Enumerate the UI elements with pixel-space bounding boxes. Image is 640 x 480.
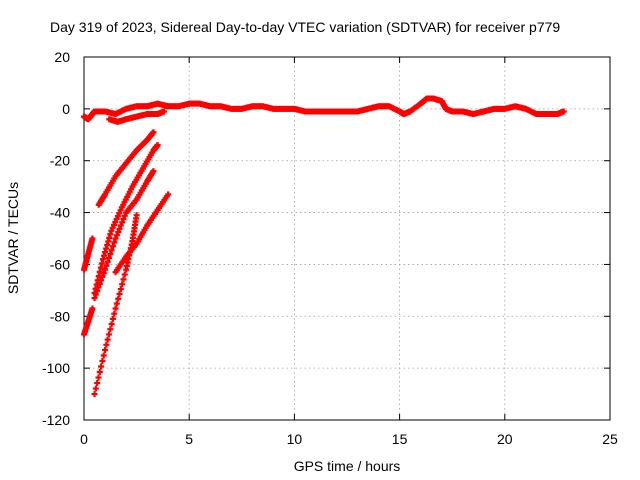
- data-point-marker: [108, 321, 115, 328]
- data-point-marker: [91, 391, 98, 398]
- data-point-marker: [103, 341, 110, 348]
- y-tick-label: -40: [50, 205, 70, 221]
- series-secondary-trace: [106, 108, 167, 125]
- x-tick-label: 25: [602, 431, 618, 447]
- chart-title: Day 319 of 2023, Sidereal Day-to-day VTE…: [50, 19, 560, 35]
- x-tick-label: 15: [392, 431, 408, 447]
- data-point-marker: [96, 280, 103, 287]
- data-point-marker: [108, 247, 115, 254]
- data-point-marker: [105, 331, 112, 338]
- data-point-marker: [121, 271, 128, 278]
- data-point-marker: [107, 326, 114, 333]
- data-point-marker: [102, 266, 109, 273]
- data-point-marker: [116, 290, 123, 297]
- data-point-marker: [119, 219, 126, 226]
- y-tick-label: -20: [50, 153, 70, 169]
- data-point-marker: [92, 291, 99, 298]
- data-point-marker: [100, 352, 107, 359]
- series-arc-e: [91, 212, 140, 398]
- data-point-marker: [109, 315, 116, 322]
- grid: [84, 57, 610, 420]
- data-point-marker: [150, 168, 157, 175]
- data-point-marker: [115, 295, 122, 302]
- series-arc-b: [91, 142, 161, 296]
- data-point-marker: [111, 310, 118, 317]
- data-point-marker: [133, 212, 140, 219]
- data-point-marker: [117, 286, 124, 293]
- y-tick-label: -60: [50, 256, 70, 272]
- data-point-marker: [113, 300, 120, 307]
- data-point-marker: [115, 229, 122, 236]
- data-point-marker: [100, 270, 107, 277]
- data-point-marker: [119, 281, 126, 288]
- data-point-marker: [98, 363, 105, 370]
- y-tick-label: -100: [42, 360, 70, 376]
- data-point-marker: [154, 142, 161, 149]
- series-arc-c: [91, 168, 157, 302]
- data-point-marker: [95, 284, 102, 291]
- plot-frame: [83, 56, 611, 421]
- data-point-marker: [94, 288, 101, 295]
- data-point-marker: [117, 222, 124, 229]
- data-point-marker: [160, 108, 167, 115]
- data-point-marker: [150, 129, 157, 136]
- data-point-marker: [111, 239, 118, 246]
- data-point-marker: [165, 191, 172, 198]
- data-point-marker: [92, 385, 99, 392]
- axis-ticks: 0 5 10 15 20 25 -120 -100 -80 -60 -40 -20 0 20: [42, 49, 618, 447]
- data-point-marker: [96, 369, 103, 376]
- x-tick-label: 0: [80, 431, 88, 447]
- data-point-marker: [94, 380, 101, 387]
- data-point-marker: [89, 305, 96, 312]
- data-point-marker: [109, 243, 116, 250]
- data-point-marker: [89, 235, 96, 242]
- data-point-marker: [120, 216, 127, 223]
- data-series: [81, 95, 567, 398]
- y-tick-label: 20: [54, 49, 70, 65]
- y-tick-label: -80: [50, 308, 70, 324]
- data-point-marker: [99, 273, 106, 280]
- y-tick-label: 0: [62, 101, 70, 117]
- data-point-marker: [102, 346, 109, 353]
- data-point-marker: [107, 251, 114, 258]
- x-axis-label: GPS time / hours: [294, 458, 401, 474]
- data-point-marker: [121, 212, 128, 219]
- y-axis-label: SDTVAR / TECUs: [5, 182, 21, 294]
- data-point-marker: [112, 235, 119, 242]
- series-arc-f: [81, 235, 96, 273]
- data-point-marker: [99, 358, 106, 365]
- data-point-marker: [105, 254, 112, 261]
- data-point-marker: [98, 277, 105, 284]
- data-point-marker: [91, 295, 98, 302]
- data-point-marker: [113, 232, 120, 239]
- data-point-marker: [112, 305, 119, 312]
- data-point-marker: [560, 108, 567, 115]
- y-tick-label: -120: [42, 412, 70, 428]
- data-point-marker: [95, 374, 102, 381]
- data-point-marker: [104, 336, 111, 343]
- series-main-trace: [81, 95, 567, 123]
- data-point-marker: [103, 262, 110, 269]
- data-point-marker: [116, 225, 123, 232]
- series-arc-g: [81, 305, 96, 338]
- data-point-marker: [104, 258, 111, 265]
- series-arc-a: [95, 129, 157, 208]
- x-tick-label: 20: [497, 431, 513, 447]
- x-tick-label: 10: [287, 431, 303, 447]
- data-point-marker: [120, 276, 127, 283]
- x-tick-label: 5: [185, 431, 193, 447]
